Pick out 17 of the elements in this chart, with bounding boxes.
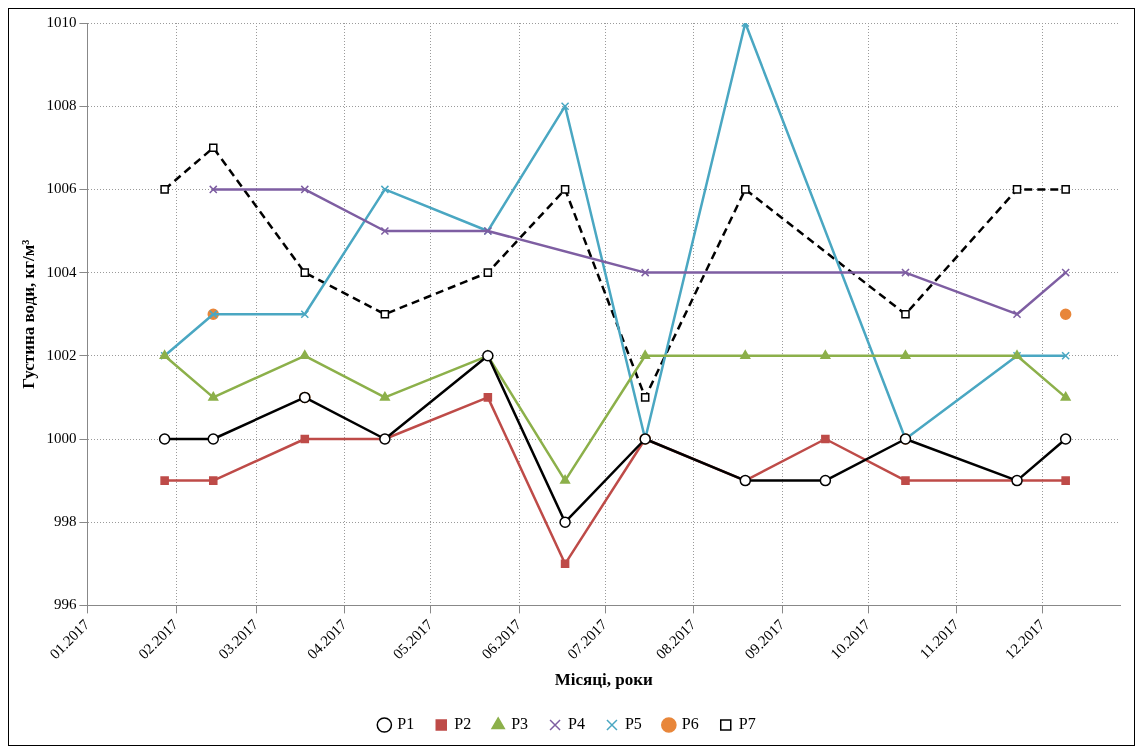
- legend-label: P3: [511, 715, 529, 733]
- legend-label: P6: [681, 715, 699, 733]
- x-axis-title: Місяці, роки: [554, 670, 653, 690]
- y-tick-label: 1006: [46, 180, 77, 197]
- legend-label: P7: [738, 715, 756, 733]
- y-tick-label: 1004: [46, 263, 77, 280]
- y-tick-label: 1008: [46, 97, 77, 114]
- legend-label: P1: [397, 715, 415, 733]
- y-tick-label: 1010: [46, 13, 77, 30]
- y-tick-label: 996: [53, 596, 77, 613]
- y-axis-title: Густина води, кг/м³: [18, 239, 38, 389]
- y-tick-label: 998: [53, 513, 77, 530]
- y-tick-label: 1000: [46, 429, 77, 446]
- legend-label: P2: [454, 715, 472, 733]
- legend-label: P5: [624, 715, 642, 733]
- y-tick-label: 1002: [46, 346, 77, 363]
- legend-label: P4: [568, 715, 585, 733]
